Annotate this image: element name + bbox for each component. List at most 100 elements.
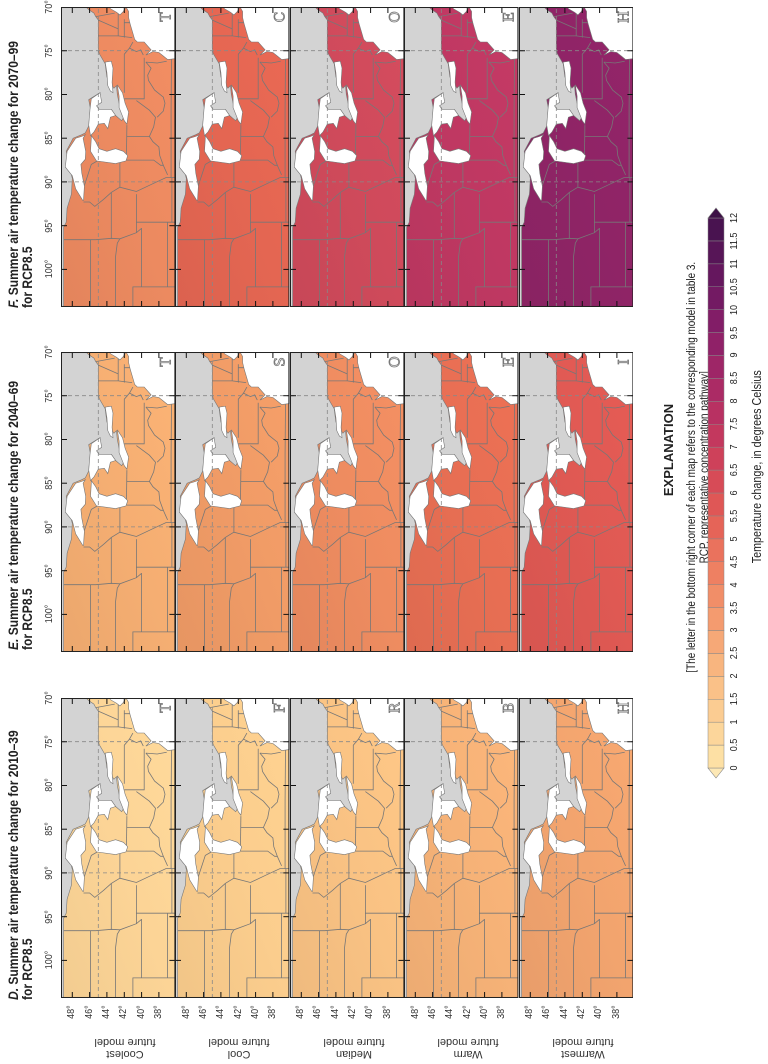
state-boundary <box>472 386 477 394</box>
model-letter: O <box>387 11 403 22</box>
colorbar-tick-label: 2 <box>728 673 740 679</box>
longitude-label: 75° <box>44 734 55 749</box>
state-boundary <box>438 12 458 18</box>
state-boundary <box>132 977 176 998</box>
great-lake <box>545 783 574 828</box>
state-boundary <box>126 850 168 867</box>
explanation-heading: EXPLANATION <box>661 403 676 497</box>
state-boundary <box>246 286 290 307</box>
state-boundary <box>584 850 626 867</box>
state-boundary <box>458 238 464 307</box>
great-lake <box>204 134 243 164</box>
state-boundary <box>250 791 279 857</box>
great-lake <box>204 825 243 855</box>
row-label: Cool future model <box>184 1036 294 1060</box>
state-boundary <box>603 60 625 64</box>
model-letter: B <box>502 703 518 713</box>
model-letter: T <box>158 357 174 367</box>
state-boundary <box>132 631 176 652</box>
great-lake <box>448 60 457 94</box>
great-lake <box>202 437 231 482</box>
state-boundary <box>489 751 510 755</box>
state-boundary <box>326 364 348 375</box>
colorbar-tick-label: 11.5 <box>728 232 740 250</box>
state-boundary <box>541 505 556 531</box>
state-boundary <box>145 752 166 809</box>
state-boundary <box>374 405 396 409</box>
atlantic-ocean <box>566 698 633 751</box>
state-boundary <box>603 752 623 809</box>
state-boundary <box>243 386 248 394</box>
colorbar-tick-label: 3 <box>728 627 740 634</box>
state-boundary <box>458 583 464 652</box>
great-lake <box>408 478 430 546</box>
map-frame <box>61 698 176 998</box>
map-d-row-5: H <box>518 698 633 998</box>
state-boundary <box>467 402 488 445</box>
state-boundary <box>63 918 142 932</box>
row-label: Coolest future model <box>70 1036 180 1060</box>
great-lake <box>545 437 574 482</box>
state-boundary <box>406 918 486 932</box>
state-boundary <box>250 445 279 511</box>
state-boundary <box>441 19 462 30</box>
state-boundary <box>586 386 591 394</box>
state-boundary <box>229 238 235 307</box>
great-lake <box>522 478 544 546</box>
row-label-suffix: future model <box>552 1036 614 1048</box>
state-boundary <box>115 238 121 307</box>
state-boundary <box>438 357 458 363</box>
panel-e-title: E. Summer air temperature change for 204… <box>5 381 35 650</box>
great-lake <box>202 92 231 137</box>
longitude-label: 100° <box>44 260 55 279</box>
map-e-row-1: T <box>61 352 176 652</box>
panel-d-title: D. Summer air temperature change for 201… <box>5 730 35 1000</box>
great-lake <box>90 825 129 855</box>
state-boundary <box>124 402 145 445</box>
great-lake <box>90 479 129 509</box>
state-boundary <box>581 57 603 100</box>
great-lake <box>116 84 129 125</box>
state-boundary <box>241 504 283 521</box>
atlantic-ocean <box>566 352 633 405</box>
great-lake <box>547 479 586 509</box>
state-boundary <box>584 159 626 176</box>
great-lake <box>179 478 201 546</box>
colorbar-tick-label: 6.5 <box>728 463 740 477</box>
great-lake <box>431 437 460 482</box>
state-boundary <box>98 710 119 721</box>
state-boundary <box>374 406 395 463</box>
latitude-label: 46° <box>541 1005 553 1019</box>
colorbar-bin <box>707 378 725 402</box>
longitude-label: 100° <box>44 605 55 624</box>
map-d-row-4: B <box>404 698 519 998</box>
colorbar-bin <box>707 561 725 585</box>
longitude-label: 85° <box>44 476 55 491</box>
longitude-label: 70° <box>44 0 55 14</box>
state-boundary <box>250 100 279 166</box>
state-boundary <box>361 631 405 652</box>
map-frame <box>404 698 519 998</box>
great-lake <box>317 783 345 828</box>
latitude-label: 44° <box>215 1005 227 1019</box>
state-boundary <box>553 357 573 363</box>
state-boundary <box>541 522 633 552</box>
state-boundary <box>98 364 119 375</box>
colorbar-bin <box>707 653 725 677</box>
colorbar-tick-label: 0 <box>728 765 740 771</box>
state-boundary <box>198 160 212 186</box>
state-boundary <box>374 61 395 118</box>
panel-f-title-line2: for RCP8.5 <box>19 246 35 308</box>
state-boundary <box>136 445 164 511</box>
latitude-label: 48° <box>523 1005 535 1019</box>
state-boundary <box>458 929 464 998</box>
state-boundary <box>292 572 371 586</box>
atlantic-ocean <box>452 698 519 751</box>
row-label-suffix: future model <box>208 1036 270 1048</box>
colorbar-high-triangle <box>707 207 725 219</box>
colorbar-bin <box>707 607 725 631</box>
state-boundary <box>472 41 477 49</box>
state-boundary <box>364 445 393 511</box>
state-boundary <box>238 402 259 445</box>
great-lake <box>116 429 129 470</box>
